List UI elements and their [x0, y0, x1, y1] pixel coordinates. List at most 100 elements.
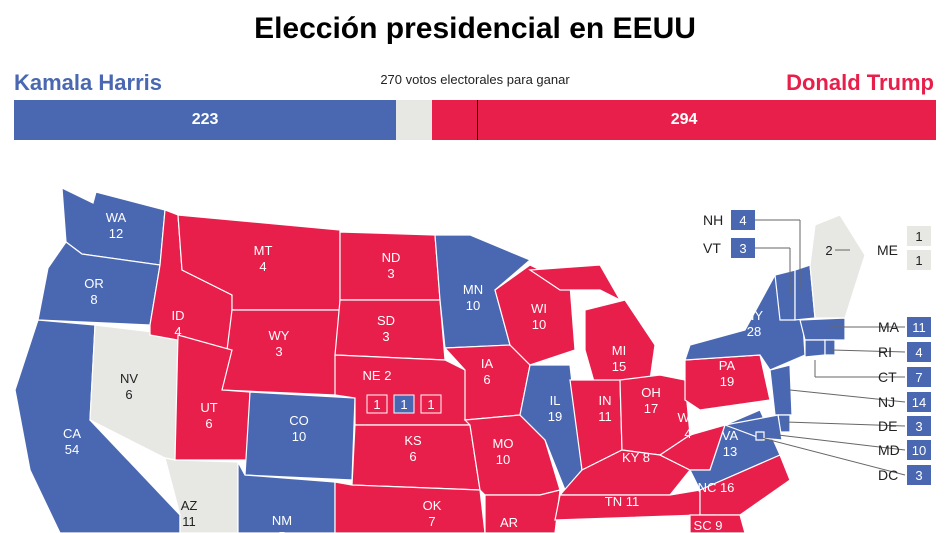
state-abbr-mi: MI — [612, 343, 626, 358]
small-state-box-de — [907, 416, 931, 436]
small-state-name-ma: MA — [878, 319, 900, 335]
small-state-box-ct — [907, 367, 931, 387]
state-votes-wi: 10 — [532, 317, 546, 332]
ne-district-boxes: 1 1 1 — [366, 394, 442, 414]
state-md[interactable] — [722, 414, 783, 441]
state-votes-va: 13 — [723, 444, 737, 459]
state-sd[interactable] — [334, 299, 446, 361]
state-votes-wa: 12 — [109, 226, 123, 241]
state-abbr-or: OR — [84, 276, 104, 291]
state-abbr-wi: WI — [531, 301, 547, 316]
state-sc[interactable] — [689, 514, 746, 533]
small-state-votes-ct: 7 — [915, 370, 922, 385]
state-votes-mn: 10 — [466, 298, 480, 313]
state-votes-oh: 17 — [644, 401, 658, 416]
electoral-vote-bar: 223 294 — [14, 100, 936, 140]
page-title: Elección presidencial en EEUU — [254, 12, 696, 45]
state-wi[interactable] — [494, 264, 576, 366]
state-ma[interactable] — [799, 317, 846, 341]
state-votes-ok: 7 — [428, 514, 435, 529]
state-votes-wy: 3 — [275, 344, 282, 359]
state-votes-ks: 6 — [409, 449, 416, 464]
me-district-votes: 1 — [915, 253, 922, 268]
state-votes-mt: 4 — [259, 259, 266, 274]
state-abbr-va: VA — [722, 428, 739, 443]
state-abbr-in: IN — [599, 393, 612, 408]
threshold-text: 270 votos electorales para ganar — [380, 72, 570, 87]
small-state-votes-ri: 4 — [915, 345, 922, 360]
small-state-votes-de: 3 — [915, 419, 922, 434]
state-votes-nm: 5 — [278, 529, 285, 533]
state-votes-ia: 6 — [483, 372, 490, 387]
state-label-tn: TN 11 — [605, 494, 639, 509]
ne-district-box — [420, 394, 442, 414]
small-state-name-ct: CT — [878, 369, 897, 385]
state-abbr-az: AZ — [181, 498, 198, 513]
state-ok[interactable] — [334, 481, 486, 533]
state-abbr-ut: UT — [200, 400, 217, 415]
me-votes: 2 — [825, 243, 832, 258]
ne-district-votes: 1 — [427, 397, 434, 412]
state-abbr-co: CO — [289, 413, 309, 428]
state-ne[interactable] — [334, 354, 471, 426]
candidate-dem-name: Kamala Harris — [14, 70, 162, 95]
small-state-name-nh: NH — [703, 212, 723, 228]
state-abbr-il: IL — [550, 393, 561, 408]
small-state-votes-md: 10 — [912, 443, 926, 458]
state-dc[interactable] — [755, 431, 765, 441]
me-name: ME — [877, 242, 898, 258]
state-ct[interactable] — [804, 339, 826, 358]
state-nj[interactable] — [769, 364, 793, 416]
small-state-box-nj — [907, 392, 931, 412]
state-votes-az: 11 — [182, 514, 196, 529]
us-electoral-map: WA12OR8CA54NV6AZ11ID4MT4WY3UT6CO10NM5ND3… — [14, 187, 931, 533]
small-state-name-ri: RI — [878, 344, 892, 360]
threshold-marker — [476, 100, 478, 140]
state-votes-mi: 15 — [612, 359, 626, 374]
ne-district-votes: 1 — [373, 397, 380, 412]
state-label-ne: NE 2 — [363, 368, 392, 383]
small-state-box-md — [907, 440, 931, 460]
state-abbr-nm: NM — [272, 513, 292, 528]
small-state-box-ri — [907, 342, 931, 362]
state-abbr-wa: WA — [106, 210, 127, 225]
state-votes-mo: 10 — [496, 452, 510, 467]
small-state-votes-nh: 4 — [739, 213, 746, 228]
candidate-rep-name: Donald Trump — [786, 70, 934, 95]
state-label-sc: SC 9 — [694, 518, 723, 533]
state-abbr-ny: NY — [745, 308, 763, 323]
state-abbr-oh: OH — [641, 385, 661, 400]
state-votes-ut: 6 — [205, 416, 212, 431]
state-votes-co: 10 — [292, 429, 306, 444]
state-votes-il: 19 — [548, 409, 562, 424]
state-votes-ca: 54 — [65, 442, 79, 457]
small-state-box-nh — [731, 210, 755, 230]
state-abbr-mn: MN — [463, 282, 483, 297]
ne-district-votes: 1 — [400, 397, 407, 412]
me-district-boxes: 2 ME 1 1 — [825, 226, 931, 270]
state-abbr-ok: OK — [423, 498, 442, 513]
state-abbr-wv: WV — [678, 410, 699, 425]
small-state-name-vt: VT — [703, 240, 721, 256]
state-nc[interactable] — [699, 454, 791, 516]
state-abbr-sd: SD — [377, 313, 395, 328]
state-abbr-id: ID — [172, 308, 185, 323]
small-state-name-dc: DC — [878, 467, 898, 483]
ne-district-box — [393, 394, 415, 414]
small-state-name-nj: NJ — [878, 394, 895, 410]
small-state-box-vt — [731, 238, 755, 258]
small-state-box-dc — [907, 465, 931, 485]
state-abbr-nd: ND — [382, 250, 401, 265]
state-ri[interactable] — [824, 339, 836, 356]
state-votes-id: 4 — [174, 324, 181, 339]
small-state-votes-vt: 3 — [739, 241, 746, 256]
me-district-box — [907, 250, 931, 270]
rep-vote-segment: 294 — [432, 100, 936, 140]
state-abbr-mt: MT — [254, 243, 273, 258]
state-ar[interactable] — [484, 489, 561, 533]
state-votes-wv: 4 — [684, 426, 691, 441]
ne-district-box — [366, 394, 388, 414]
state-me[interactable] — [809, 214, 866, 319]
small-state-box-ma — [907, 317, 931, 337]
state-votes-nv: 6 — [125, 387, 132, 402]
